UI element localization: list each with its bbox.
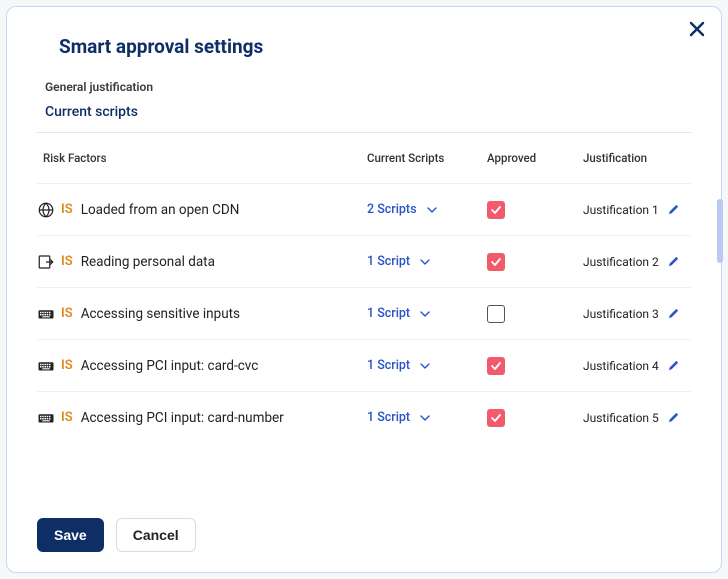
risk-factor-text: Accessing sensitive inputs bbox=[81, 306, 240, 322]
table-row: IS Accessing PCI input: card-cvc 1 Script J… bbox=[37, 339, 691, 391]
chevron-down-icon bbox=[420, 309, 430, 319]
chevron-down-icon bbox=[427, 205, 437, 215]
keyboard-icon bbox=[37, 409, 55, 427]
chevron-down-icon bbox=[420, 257, 430, 267]
approval-settings-modal: Smart approval settings General justific… bbox=[6, 6, 722, 573]
scripts-dropdown[interactable]: 1 Script bbox=[367, 306, 487, 321]
scripts-dropdown[interactable]: 1 Script bbox=[367, 358, 487, 373]
modal-footer: Save Cancel bbox=[37, 518, 196, 552]
risk-factor-cell: IS Accessing PCI input: card-number bbox=[37, 409, 367, 427]
column-justification: Justification bbox=[577, 151, 691, 165]
table-row: IS Accessing sensitive inputs 1 Script Just… bbox=[37, 287, 691, 339]
justification-cell: Justification 2 bbox=[577, 255, 691, 269]
risk-factor-text: Loaded from an open CDN bbox=[81, 202, 240, 218]
justification-cell: Justification 3 bbox=[577, 307, 691, 321]
table-row: IS Reading personal data 1 Script Justifica… bbox=[37, 235, 691, 287]
table-row: IS Loaded from an open CDN 2 Scripts Justif… bbox=[37, 183, 691, 235]
close-button[interactable] bbox=[687, 19, 707, 39]
justification-cell: Justification 5 bbox=[577, 411, 691, 425]
scrollbar-thumb[interactable] bbox=[717, 199, 723, 263]
approved-checkbox[interactable] bbox=[487, 409, 505, 427]
pencil-icon bbox=[667, 203, 680, 217]
keyboard-icon bbox=[37, 357, 55, 375]
column-current-scripts: Current Scripts bbox=[367, 151, 487, 165]
scripts-count: 1 Script bbox=[367, 254, 410, 269]
approved-cell bbox=[487, 357, 577, 375]
is-tag: IS bbox=[61, 254, 73, 269]
divider bbox=[37, 132, 691, 133]
risk-factor-text: Reading personal data bbox=[81, 254, 215, 270]
scripts-count: 2 Scripts bbox=[367, 202, 417, 217]
approved-cell bbox=[487, 305, 577, 323]
edit-button[interactable] bbox=[667, 255, 681, 269]
scripts-dropdown[interactable]: 1 Script bbox=[367, 410, 487, 425]
chevron-down-icon bbox=[420, 361, 430, 371]
scripts-dropdown[interactable]: 2 Scripts bbox=[367, 202, 487, 217]
scripts-count: 1 Script bbox=[367, 306, 410, 321]
globe-icon bbox=[37, 201, 55, 219]
close-icon bbox=[687, 24, 707, 43]
scripts-count: 1 Script bbox=[367, 410, 410, 425]
is-tag: IS bbox=[61, 358, 73, 373]
chevron-down-icon bbox=[420, 413, 430, 423]
approved-checkbox[interactable] bbox=[487, 305, 505, 323]
is-tag: IS bbox=[61, 306, 73, 321]
approved-cell bbox=[487, 409, 577, 427]
edit-button[interactable] bbox=[667, 307, 681, 321]
pencil-icon bbox=[667, 411, 680, 425]
risk-factor-cell: IS Accessing PCI input: card-cvc bbox=[37, 357, 367, 375]
modal-title: Smart approval settings bbox=[59, 35, 691, 58]
save-button[interactable]: Save bbox=[37, 518, 104, 552]
table-row: IS Accessing PCI input: card-number 1 Scri… bbox=[37, 391, 691, 443]
column-risk-factors: Risk Factors bbox=[37, 151, 367, 165]
risk-factor-text: Accessing PCI input: card-number bbox=[81, 410, 284, 426]
justification-cell: Justification 4 bbox=[577, 359, 691, 373]
pencil-icon bbox=[667, 255, 680, 269]
pencil-icon bbox=[667, 307, 680, 321]
approved-cell bbox=[487, 201, 577, 219]
justification-text: Justification 2 bbox=[583, 255, 659, 269]
approved-checkbox[interactable] bbox=[487, 357, 505, 375]
table-header: Risk Factors Current Scripts Approved Ju… bbox=[37, 151, 691, 183]
scripts-dropdown[interactable]: 1 Script bbox=[367, 254, 487, 269]
edit-button[interactable] bbox=[667, 411, 681, 425]
cancel-button[interactable]: Cancel bbox=[116, 518, 196, 552]
general-justification-label: General justification bbox=[45, 80, 691, 94]
exit-icon bbox=[37, 253, 55, 271]
justification-text: Justification 4 bbox=[583, 359, 659, 373]
approved-checkbox[interactable] bbox=[487, 201, 505, 219]
column-approved: Approved bbox=[487, 151, 577, 165]
justification-text: Justification 5 bbox=[583, 411, 659, 425]
keyboard-icon bbox=[37, 305, 55, 323]
approved-cell bbox=[487, 253, 577, 271]
risk-factor-cell: IS Accessing sensitive inputs bbox=[37, 305, 367, 323]
risk-factor-cell: IS Reading personal data bbox=[37, 253, 367, 271]
edit-button[interactable] bbox=[667, 203, 681, 217]
justification-cell: Justification 1 bbox=[577, 203, 691, 217]
justification-text: Justification 1 bbox=[583, 203, 659, 217]
risk-factor-text: Accessing PCI input: card-cvc bbox=[81, 358, 259, 374]
risk-factors-table: Risk Factors Current Scripts Approved Ju… bbox=[37, 151, 691, 443]
current-scripts-label: Current scripts bbox=[45, 104, 691, 120]
scripts-count: 1 Script bbox=[367, 358, 410, 373]
is-tag: IS bbox=[61, 410, 73, 425]
is-tag: IS bbox=[61, 202, 73, 217]
justification-text: Justification 3 bbox=[583, 307, 659, 321]
risk-factor-cell: IS Loaded from an open CDN bbox=[37, 201, 367, 219]
edit-button[interactable] bbox=[667, 359, 681, 373]
pencil-icon bbox=[667, 359, 680, 373]
approved-checkbox[interactable] bbox=[487, 253, 505, 271]
